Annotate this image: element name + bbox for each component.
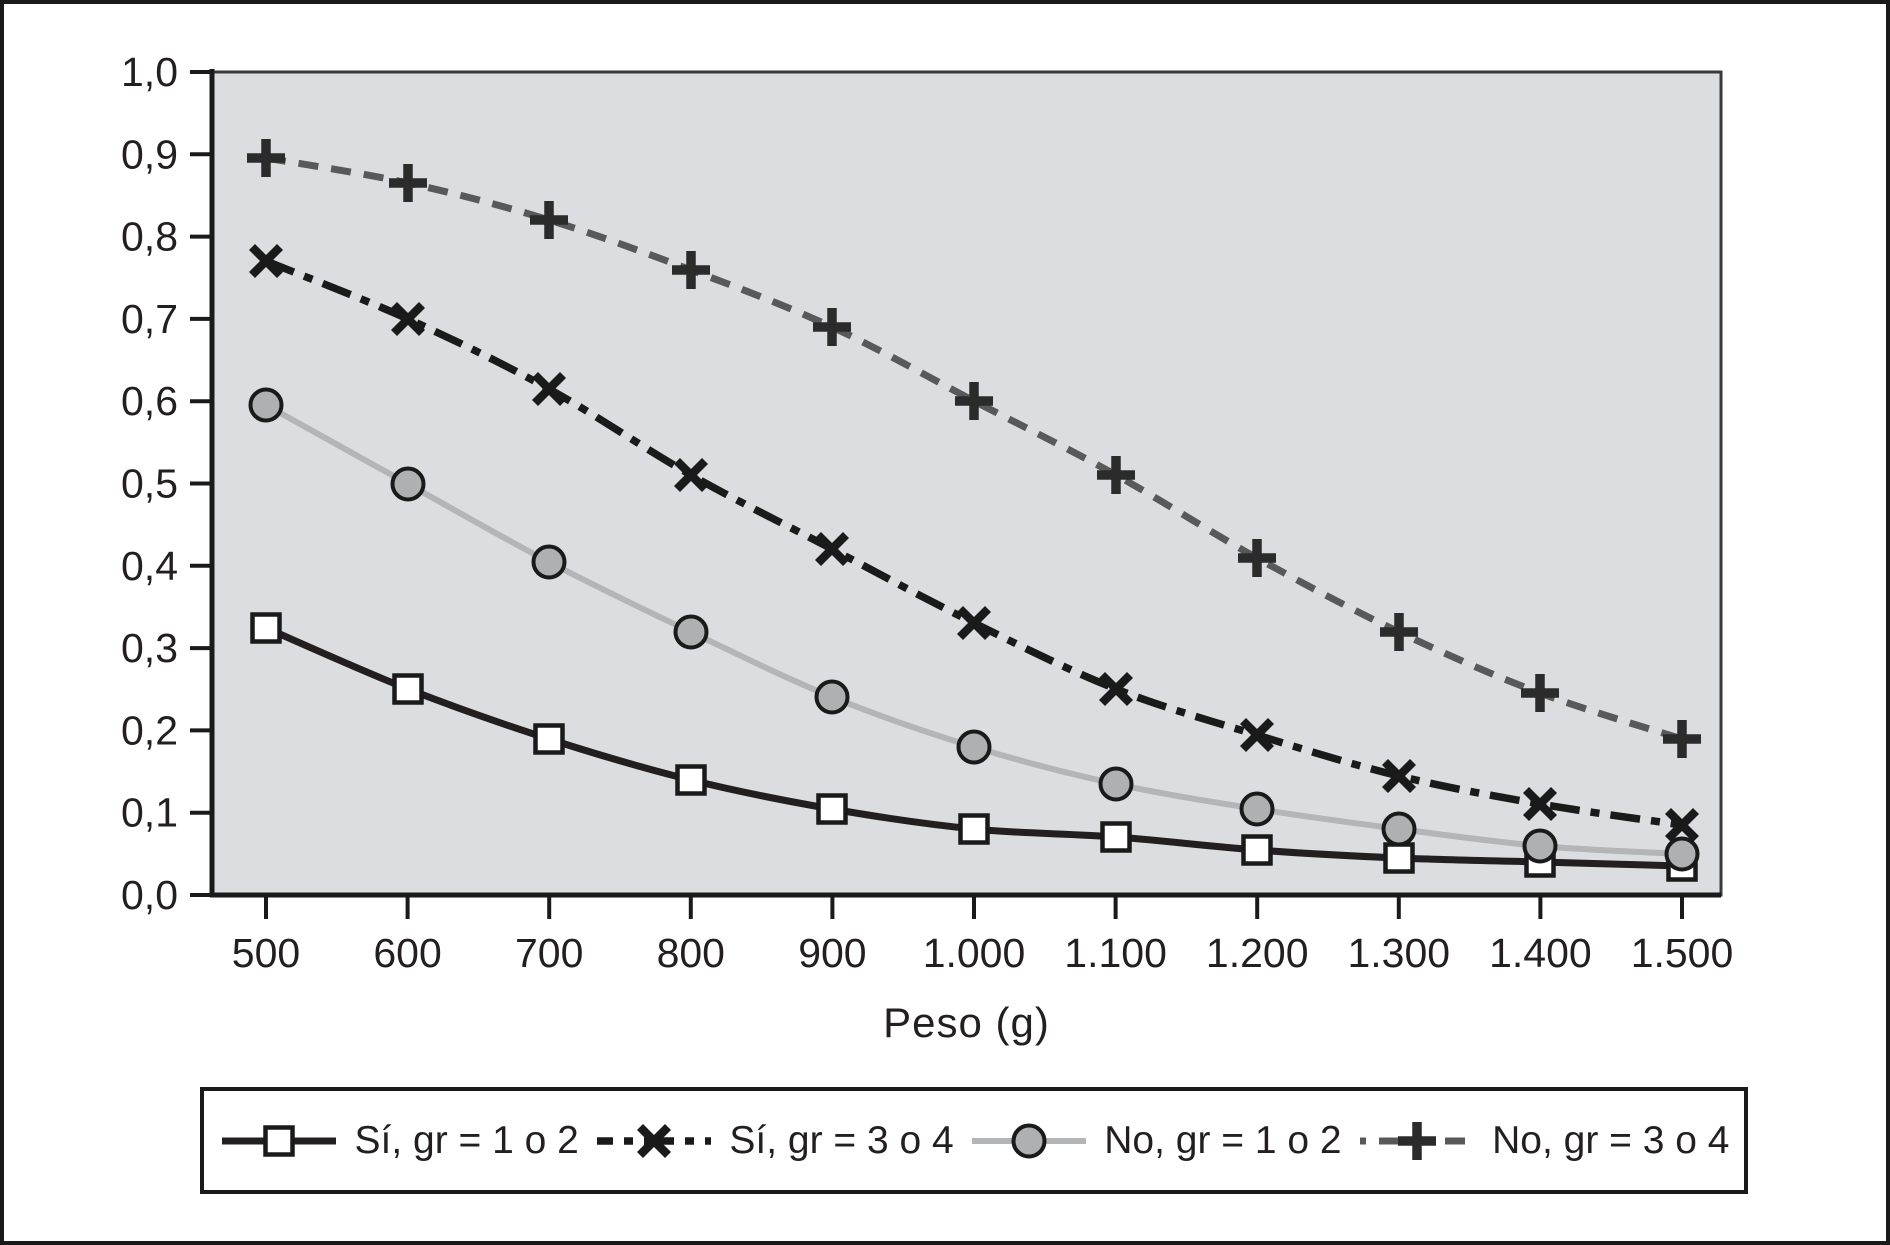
x-axis-title: Peso (g) xyxy=(883,999,1050,1046)
y-tick-label: 0,4 xyxy=(121,543,178,589)
circle-marker xyxy=(390,466,426,502)
plus-marker xyxy=(530,201,568,239)
x-tick-label: 700 xyxy=(515,930,583,976)
plus-marker xyxy=(1398,1121,1437,1160)
legend-entry-si-1o2: Sí, gr = 1 o 2 xyxy=(218,1118,579,1163)
y-tick-label: 1,0 xyxy=(121,49,178,95)
series-2 xyxy=(248,387,1700,872)
circle-marker xyxy=(1239,791,1275,827)
legend-label: Sí, gr = 1 o 2 xyxy=(354,1118,579,1162)
square-marker xyxy=(250,612,282,644)
square-marker xyxy=(958,813,990,845)
x-tick-label: 600 xyxy=(373,930,441,976)
plus-marker xyxy=(389,164,427,202)
legend-label: No, gr = 1 o 2 xyxy=(1104,1118,1342,1162)
series-3 xyxy=(247,139,1701,758)
square-marker xyxy=(392,673,424,705)
x-tick-label: 1.400 xyxy=(1489,930,1592,976)
x-marker xyxy=(637,1123,672,1158)
circle-marker xyxy=(673,614,709,650)
x-tick-label: 1.000 xyxy=(923,930,1026,976)
circle-marker xyxy=(1011,1123,1047,1158)
circle-marker xyxy=(1522,828,1558,864)
legend-label: Sí, gr = 3 o 4 xyxy=(729,1118,954,1162)
circle-marker xyxy=(1664,836,1700,872)
legend-sample-solid-square xyxy=(222,1124,337,1157)
plus-marker xyxy=(1380,613,1418,651)
x-marker xyxy=(531,371,567,407)
x-marker xyxy=(1664,807,1700,843)
plus-marker xyxy=(672,251,710,289)
x-marker xyxy=(1381,758,1417,794)
y-tick-label: 0,3 xyxy=(121,625,178,671)
x-tick-label: 1.300 xyxy=(1347,930,1450,976)
x-tick-label: 900 xyxy=(798,930,866,976)
y-tick-label: 0,2 xyxy=(121,707,178,753)
square-marker xyxy=(675,764,707,796)
x-marker xyxy=(1239,717,1275,753)
x-marker xyxy=(956,605,992,641)
circle-marker xyxy=(1098,766,1134,802)
square-marker xyxy=(533,723,565,755)
line-chart-canvas: 0,0 0,1 0,2 0,3 0,4 0,5 0,6 0,7 0,8 0,9 1,0 500 600 7… xyxy=(121,49,1734,976)
x-tick-label: 1.100 xyxy=(1064,930,1167,976)
circle-marker xyxy=(531,544,567,580)
circle-marker xyxy=(956,729,992,765)
x-marker xyxy=(1522,786,1558,822)
x-tick-label: 1.500 xyxy=(1631,930,1734,976)
circle-marker xyxy=(1381,811,1417,847)
legend-entry-si-3o4: Sí, gr = 3 o 4 xyxy=(593,1118,954,1163)
legend-sample-dashed-plus xyxy=(1360,1121,1475,1160)
y-tick-label: 0,8 xyxy=(121,214,178,260)
series-0 xyxy=(250,612,1698,882)
square-marker xyxy=(1100,821,1132,853)
series-1 xyxy=(248,243,1700,843)
y-tick-label: 0,7 xyxy=(121,296,178,342)
circle-marker xyxy=(814,679,850,715)
plus-marker xyxy=(1238,539,1276,577)
y-tick-label: 0,6 xyxy=(121,378,178,424)
legend-entry-no-3o4: No, gr = 3 o 4 xyxy=(1356,1118,1730,1163)
x-marker xyxy=(248,243,284,279)
x-marker xyxy=(390,301,426,337)
square-marker xyxy=(1383,842,1415,874)
x-axis: 500 600 700 800 900 1.000 1.100 1.200 1.300 1.400… xyxy=(232,895,1734,976)
y-axis: 0,0 0,1 0,2 0,3 0,4 0,5 0,6 0,7 0,8 0,9 1,0 xyxy=(121,49,212,918)
x-tick-label: 800 xyxy=(657,930,725,976)
plus-marker xyxy=(1521,674,1559,712)
square-marker xyxy=(816,793,848,825)
plus-marker xyxy=(813,308,851,346)
x-marker xyxy=(814,531,850,567)
circle-marker xyxy=(248,387,284,423)
y-tick-label: 0,0 xyxy=(121,872,178,918)
series-line-3 xyxy=(265,154,1684,743)
plus-marker xyxy=(955,382,993,420)
x-marker xyxy=(1098,671,1134,707)
y-tick-label: 0,5 xyxy=(121,461,178,507)
plus-marker xyxy=(247,139,285,177)
x-tick-label: 1.200 xyxy=(1206,930,1309,976)
legend-sample-dashdot-x xyxy=(597,1123,712,1158)
x-marker xyxy=(673,457,709,493)
plus-marker xyxy=(1663,720,1701,758)
legend-sample-gray-circle xyxy=(972,1123,1087,1158)
y-tick-label: 0,1 xyxy=(121,790,178,836)
x-tick-label: 500 xyxy=(232,930,300,976)
legend-entry-no-1o2: No, gr = 1 o 2 xyxy=(968,1118,1342,1163)
legend: Sí, gr = 1 o 2 Sí, gr = 3 o 4 No, gr = 1… xyxy=(200,1087,1748,1194)
legend-label: No, gr = 3 o 4 xyxy=(1492,1118,1730,1162)
square-marker xyxy=(263,1124,296,1157)
square-marker xyxy=(1241,834,1273,866)
plot-area xyxy=(210,70,1723,897)
y-tick-label: 0,9 xyxy=(121,131,178,177)
plus-marker xyxy=(1097,456,1135,494)
